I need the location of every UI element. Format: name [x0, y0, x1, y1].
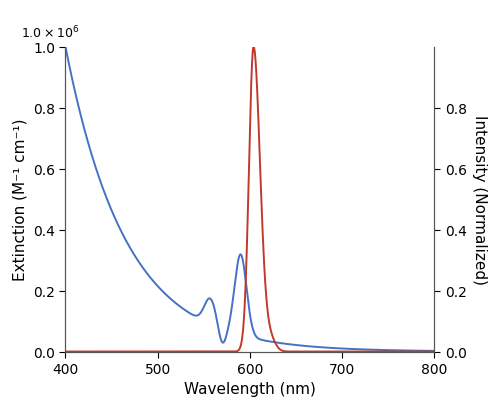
Y-axis label: Extinction (M⁻¹ cm⁻¹): Extinction (M⁻¹ cm⁻¹): [12, 119, 28, 281]
Text: $1.0\times10^6$: $1.0\times10^6$: [21, 25, 80, 42]
Y-axis label: Intensity (Normalized): Intensity (Normalized): [472, 115, 488, 284]
X-axis label: Wavelength (nm): Wavelength (nm): [184, 382, 316, 397]
